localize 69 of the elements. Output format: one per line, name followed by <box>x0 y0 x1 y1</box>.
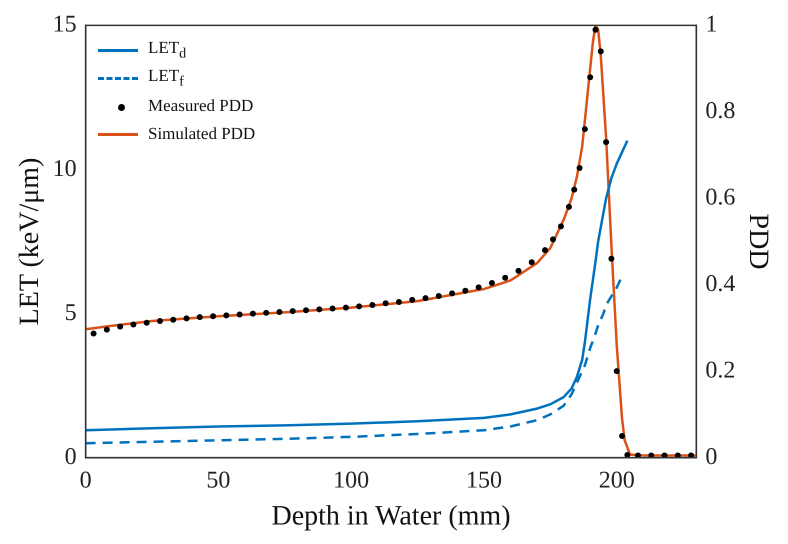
point <box>528 259 535 266</box>
legend-label: LET$_{d}$ <box>148 38 186 62</box>
point <box>210 313 216 320</box>
point <box>196 314 203 320</box>
point <box>276 308 282 315</box>
point <box>356 303 362 310</box>
point <box>250 310 256 317</box>
point <box>90 330 97 337</box>
y-tick-label: 10 <box>52 156 77 182</box>
point <box>170 316 176 323</box>
point <box>422 295 429 302</box>
point <box>316 306 322 312</box>
point <box>587 74 594 80</box>
x-axis-title: Depth in Water (mm) <box>271 500 511 532</box>
point <box>603 139 610 146</box>
point <box>488 280 495 286</box>
point <box>571 186 578 193</box>
point <box>330 305 336 312</box>
point <box>263 310 270 316</box>
point <box>550 236 556 242</box>
y-axis-title: LET (keV/μm) <box>14 158 46 326</box>
point <box>542 247 548 254</box>
legend-label: Simulated PDD <box>148 124 256 144</box>
point <box>449 290 456 296</box>
point <box>130 321 136 328</box>
point <box>144 320 150 326</box>
point <box>342 304 349 311</box>
point <box>515 268 522 274</box>
point <box>608 256 614 262</box>
point <box>566 204 572 210</box>
legend-label: Measured PDD <box>148 96 254 116</box>
point <box>104 326 110 333</box>
point <box>436 292 442 299</box>
point <box>117 324 124 330</box>
y2-tick-label: 0.6 <box>705 184 736 211</box>
point <box>396 299 402 306</box>
point <box>382 300 389 306</box>
y2-tick-label: 0.2 <box>705 357 736 384</box>
point <box>409 296 416 303</box>
x-tick-label: 100 <box>333 467 370 494</box>
y-tick-label: 0 <box>64 444 77 470</box>
point <box>290 308 296 314</box>
x-tick-label: 150 <box>466 467 502 494</box>
point <box>592 26 598 33</box>
point <box>303 307 310 314</box>
point <box>156 318 163 324</box>
point <box>462 288 468 294</box>
y2-tick-label: 1 <box>705 12 718 38</box>
point <box>576 165 583 172</box>
point <box>502 274 508 281</box>
y2-tick-label: 0.8 <box>705 98 736 124</box>
point <box>614 368 620 374</box>
x-tick-label: 50 <box>206 467 230 494</box>
y2-tick-label: 0.4 <box>705 271 736 298</box>
x-tick-label: 200 <box>598 467 635 494</box>
legend-label: LET$_{f}$ <box>148 66 184 90</box>
point <box>582 126 588 132</box>
point <box>476 284 482 290</box>
point <box>223 312 230 318</box>
y2-tick-label: 0 <box>705 444 718 470</box>
y-tick-label: 5 <box>64 300 77 326</box>
point <box>558 223 564 230</box>
y2-axis-title: PDD <box>742 213 774 270</box>
point <box>369 302 376 308</box>
point <box>619 432 626 439</box>
point <box>236 312 243 318</box>
point <box>184 315 190 322</box>
y-tick-label: 15 <box>52 12 77 38</box>
point <box>598 48 604 54</box>
